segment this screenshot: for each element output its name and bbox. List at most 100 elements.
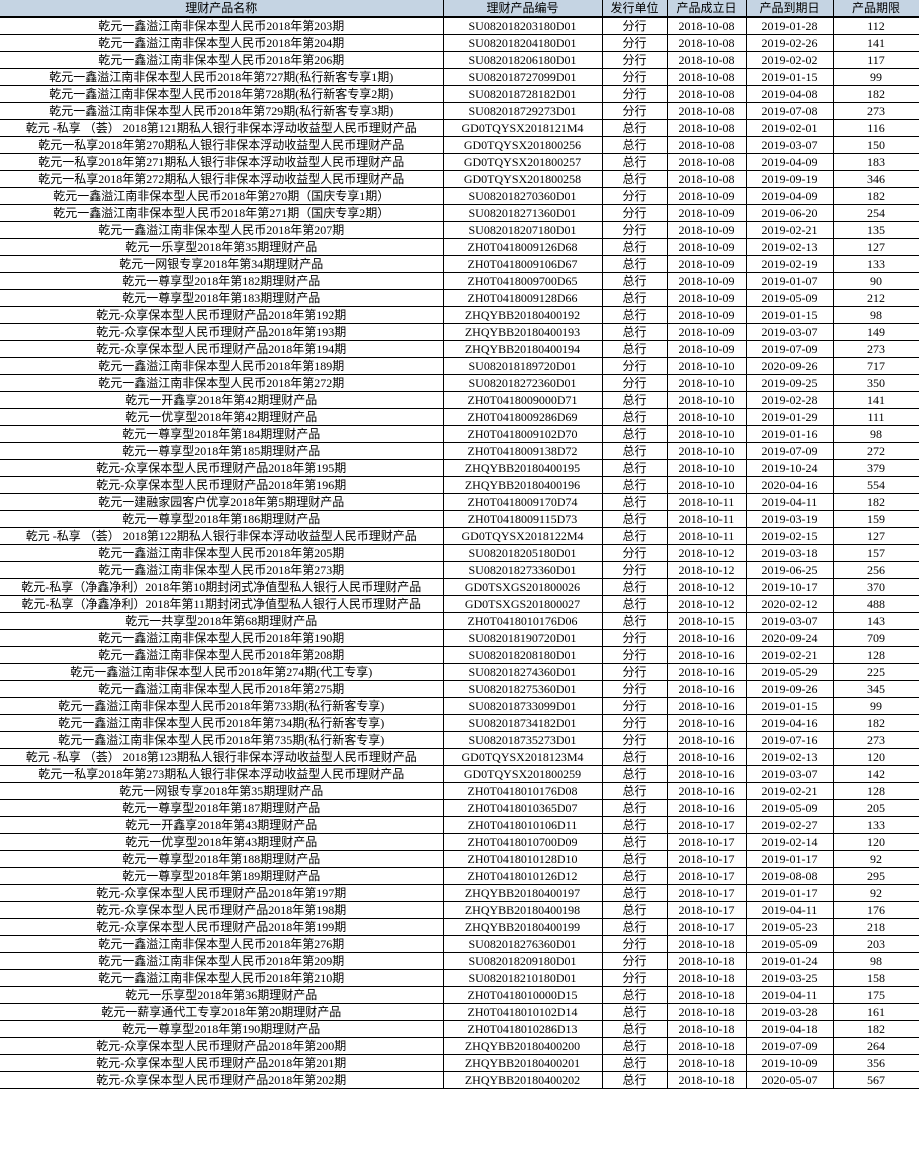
table-row: 乾元 -私享 （荟） 2018第121期私人银行非保本浮动收益型人民币理财产品 G… — [0, 119, 919, 137]
cell-maturity-date: 2019-01-28 — [745, 16, 834, 35]
cell-product-name: 乾元一尊享型2018年第190期理财产品 — [0, 1020, 444, 1038]
table-row: 乾元一鑫溢江南非保本型人民币2018年第274期(代工专享) SU08201827… — [0, 663, 919, 681]
cell-start-date: 2018-10-08 — [666, 51, 747, 69]
cell-product-name: 乾元一鑫溢江南非保本型人民币2018年第733期(私行新客专享) — [0, 697, 444, 715]
cell-maturity-date: 2019-03-28 — [745, 1003, 834, 1021]
cell-product-name: 乾元-众享保本型人民币理财产品2018年第202期 — [0, 1071, 444, 1089]
cell-maturity-date: 2019-07-09 — [745, 1037, 834, 1055]
table-row: 乾元一鑫溢江南非保本型人民币2018年第205期 SU082018205180D0… — [0, 544, 919, 562]
cell-issuing-unit: 总行 — [601, 799, 668, 817]
cell-start-date: 2018-10-17 — [666, 918, 747, 936]
cell-maturity-date: 2019-02-21 — [745, 782, 834, 800]
cell-issuing-unit: 总行 — [601, 306, 668, 324]
cell-product-name: 乾元一共享型2018年第68期理财产品 — [0, 612, 444, 630]
cell-product-name: 乾元一鑫溢江南非保本型人民币2018年第729期(私行新客专享3期) — [0, 102, 444, 120]
cell-issuing-unit: 总行 — [601, 901, 668, 919]
cell-product-name: 乾元一鑫溢江南非保本型人民币2018年第727期(私行新客专享1期) — [0, 68, 444, 86]
table-row: 乾元-众享保本型人民币理财产品2018年第201期 ZHQYBB201804002… — [0, 1054, 919, 1072]
table-row: 乾元-私享（净鑫净利）2018年第10期封闭式净值型私人银行人民币理财产品 GD0… — [0, 578, 919, 596]
cell-issuing-unit: 分行 — [601, 85, 668, 103]
cell-start-date: 2018-10-08 — [666, 16, 747, 35]
table-row: 乾元 -私享 （荟） 2018第123期私人银行非保本浮动收益型人民币理财产品 G… — [0, 748, 919, 766]
cell-product-code: ZH0T0418009000D71 — [442, 391, 603, 409]
table-row: 乾元一优享型2018年第42期理财产品 ZH0T0418009286D69 总行 20… — [0, 408, 919, 426]
cell-maturity-date: 2019-02-19 — [745, 255, 834, 273]
cell-issuing-unit: 分行 — [601, 102, 668, 120]
cell-term-days: 98 — [832, 952, 919, 970]
cell-maturity-date: 2019-04-11 — [745, 986, 834, 1004]
cell-product-name: 乾元一鑫溢江南非保本型人民币2018年第734期(私行新客专享) — [0, 714, 444, 732]
cell-term-days: 709 — [832, 629, 919, 647]
cell-product-code: ZH0T0418010700D09 — [442, 833, 603, 851]
cell-product-name: 乾元一尊享型2018年第189期理财产品 — [0, 867, 444, 885]
cell-maturity-date: 2020-02-12 — [745, 595, 834, 613]
cell-term-days: 203 — [832, 935, 919, 953]
table-row: 乾元一共享型2018年第68期理财产品 ZH0T0418010176D06 总行 20… — [0, 612, 919, 630]
cell-start-date: 2018-10-09 — [666, 306, 747, 324]
cell-term-days: 90 — [832, 272, 919, 290]
cell-start-date: 2018-10-16 — [666, 731, 747, 749]
cell-product-code: ZHQYBB20180400197 — [442, 884, 603, 902]
cell-start-date: 2018-10-18 — [666, 952, 747, 970]
cell-start-date: 2018-10-18 — [666, 969, 747, 987]
cell-maturity-date: 2019-05-23 — [745, 918, 834, 936]
cell-product-code: SU082018735273D01 — [442, 731, 603, 749]
cell-product-name: 乾元-众享保本型人民币理财产品2018年第198期 — [0, 901, 444, 919]
cell-product-code: SU082018727099D01 — [442, 68, 603, 86]
cell-term-days: 141 — [832, 34, 919, 52]
cell-start-date: 2018-10-16 — [666, 697, 747, 715]
cell-product-name: 乾元一鑫溢江南非保本型人民币2018年第271期（国庆专享2期） — [0, 204, 444, 222]
cell-maturity-date: 2019-02-21 — [745, 646, 834, 664]
table-row: 乾元一鑫溢江南非保本型人民币2018年第733期(私行新客专享) SU082018… — [0, 697, 919, 715]
cell-product-name: 乾元一开鑫享2018年第42期理财产品 — [0, 391, 444, 409]
cell-start-date: 2018-10-10 — [666, 391, 747, 409]
cell-term-days: 120 — [832, 833, 919, 851]
cell-term-days: 717 — [832, 357, 919, 375]
cell-product-code: SU082018270360D01 — [442, 187, 603, 205]
cell-product-code: GD0TQYSX2018123M4 — [442, 748, 603, 766]
cell-product-code: ZH0T0418009700D65 — [442, 272, 603, 290]
cell-start-date: 2018-10-10 — [666, 374, 747, 392]
cell-product-name: 乾元一薪享通代工专享2018年第20期理财产品 — [0, 1003, 444, 1021]
table-row: 乾元一鑫溢江南非保本型人民币2018年第735期(私行新客专享) SU082018… — [0, 731, 919, 749]
cell-product-name: 乾元-众享保本型人民币理财产品2018年第195期 — [0, 459, 444, 477]
cell-issuing-unit: 总行 — [601, 272, 668, 290]
cell-maturity-date: 2019-04-09 — [745, 187, 834, 205]
table-row: 乾元一鑫溢江南非保本型人民币2018年第206期 SU082018206180D0… — [0, 51, 919, 69]
cell-maturity-date: 2019-03-07 — [745, 323, 834, 341]
cell-maturity-date: 2020-04-16 — [745, 476, 834, 494]
cell-term-days: 99 — [832, 697, 919, 715]
cell-term-days: 150 — [832, 136, 919, 154]
cell-start-date: 2018-10-16 — [666, 799, 747, 817]
cell-term-days: 175 — [832, 986, 919, 1004]
cell-product-name: 乾元一优享型2018年第42期理财产品 — [0, 408, 444, 426]
cell-term-days: 182 — [832, 493, 919, 511]
cell-issuing-unit: 总行 — [601, 1054, 668, 1072]
cell-product-code: GD0TSXGS201800027 — [442, 595, 603, 613]
cell-term-days: 379 — [832, 459, 919, 477]
cell-product-code: ZH0T0418010176D06 — [442, 612, 603, 630]
cell-maturity-date: 2019-07-16 — [745, 731, 834, 749]
cell-product-name: 乾元一乐享型2018年第35期理财产品 — [0, 238, 444, 256]
cell-product-name: 乾元一鑫溢江南非保本型人民币2018年第270期（国庆专享1期） — [0, 187, 444, 205]
table-row: 乾元-众享保本型人民币理财产品2018年第195期 ZHQYBB201804001… — [0, 459, 919, 477]
cell-issuing-unit: 总行 — [601, 476, 668, 494]
cell-term-days: 273 — [832, 340, 919, 358]
cell-product-code: ZH0T0418010102D14 — [442, 1003, 603, 1021]
cell-start-date: 2018-10-11 — [666, 510, 747, 528]
cell-issuing-unit: 分行 — [601, 51, 668, 69]
cell-product-code: ZH0T0418009128D66 — [442, 289, 603, 307]
cell-term-days: 141 — [832, 391, 919, 409]
table-row: 乾元一鑫溢江南非保本型人民币2018年第734期(私行新客专享) SU082018… — [0, 714, 919, 732]
cell-product-code: GD0TQYSX201800257 — [442, 153, 603, 171]
cell-start-date: 2018-10-18 — [666, 935, 747, 953]
cell-start-date: 2018-10-12 — [666, 578, 747, 596]
table-row: 乾元-私享（净鑫净利）2018年第11期封闭式净值型私人银行人民币理财产品 GD0… — [0, 595, 919, 613]
cell-term-days: 212 — [832, 289, 919, 307]
cell-product-code: GD0TQYSX2018122M4 — [442, 527, 603, 545]
cell-term-days: 218 — [832, 918, 919, 936]
table-row: 乾元一尊享型2018年第189期理财产品 ZH0T0418010126D12 总行 2… — [0, 867, 919, 885]
table-body: 乾元一鑫溢江南非保本型人民币2018年第203期 SU082018203180D0… — [0, 16, 919, 1089]
cell-maturity-date: 2019-02-27 — [745, 816, 834, 834]
cell-maturity-date: 2019-09-19 — [745, 170, 834, 188]
